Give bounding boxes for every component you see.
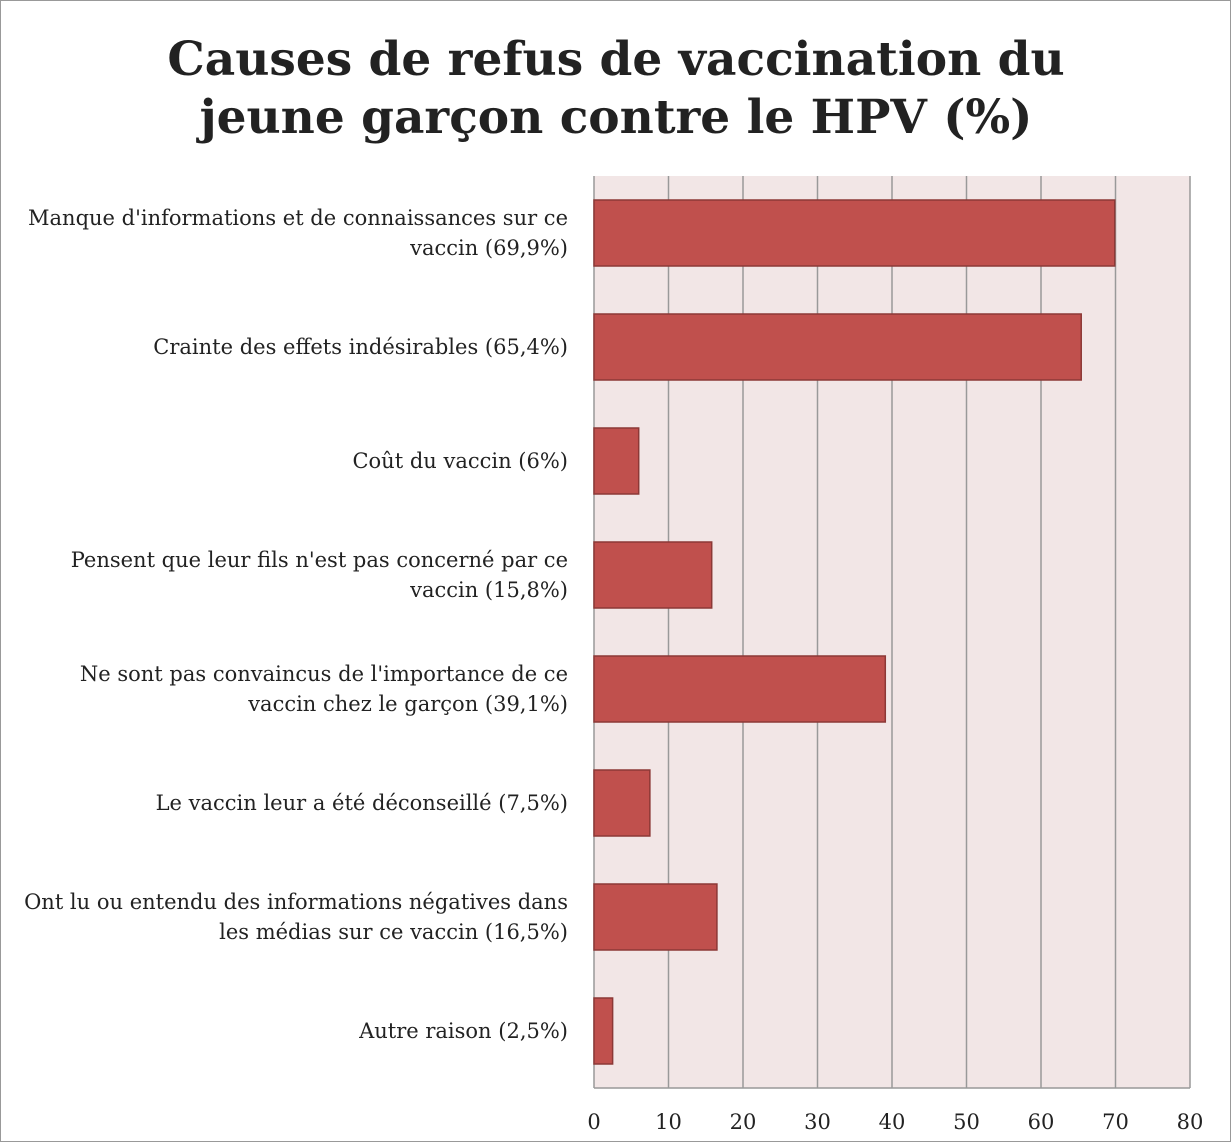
y-tick-label: Autre raison (2,5%) (359, 1019, 568, 1043)
bar (593, 427, 640, 495)
y-tick-label: Le vaccin leur a été déconseillé (7,5%) (155, 791, 568, 815)
x-tick-label: 80 (1177, 1110, 1204, 1134)
bar (593, 883, 718, 951)
x-tick-label: 70 (1102, 1110, 1129, 1134)
chart-title: Causes de refus de vaccination du jeune … (167, 32, 1065, 145)
x-tick-label: 0 (587, 1110, 600, 1134)
x-tick-label: 30 (804, 1110, 831, 1134)
bar (593, 541, 713, 609)
bar (593, 997, 614, 1065)
x-tick-label: 10 (655, 1110, 682, 1134)
x-tick-label: 20 (730, 1110, 757, 1134)
bar (593, 655, 887, 723)
y-tick-label: Crainte des effets indésirables (65,4%) (153, 335, 568, 359)
y-tick-label: Ont lu ou entendu des informations négat… (24, 890, 568, 944)
y-tick-label: Manque d'informations et de connaissance… (28, 206, 568, 260)
y-tick-label: Pensent que leur fils n'est pas concerné… (70, 548, 568, 602)
bar (593, 769, 651, 837)
x-tick-label: 60 (1028, 1110, 1055, 1134)
bar (593, 313, 1082, 381)
bar (593, 199, 1116, 267)
y-tick-label: Ne sont pas convaincus de l'importance d… (79, 662, 568, 716)
y-tick-label: Coût du vaccin (6%) (352, 449, 568, 473)
x-tick-label: 40 (879, 1110, 906, 1134)
x-tick-label: 50 (953, 1110, 980, 1134)
